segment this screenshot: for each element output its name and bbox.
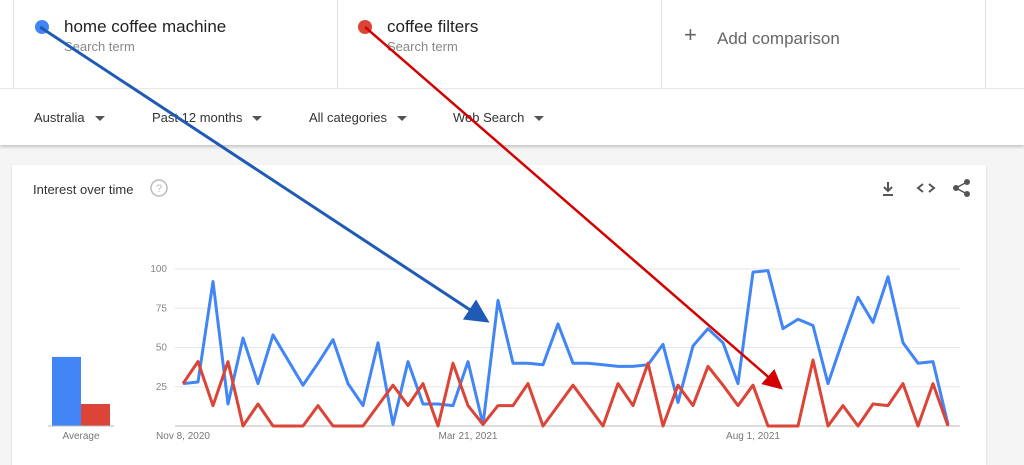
filter-bar: Australia Past 12 months All categories … [0,88,1024,145]
term-subtitle: Search term [387,39,458,54]
card-title: Interest over time [33,182,134,197]
term-box[interactable]: home coffee machine Search term [13,0,337,88]
add-comparison[interactable]: Add comparison [717,29,840,48]
series-line [182,269,950,426]
y-tick-label: 25 [156,382,168,393]
average-bar [52,356,81,426]
annotation-arrow [39,25,490,323]
term-name: coffee filters [387,17,479,36]
y-tick-label: 100 [150,264,167,275]
share-icon[interactable] [953,179,970,197]
x-tick-label: Nov 8, 2020 [156,431,210,442]
chart-card: Interest over time ? [12,165,986,465]
help-icon[interactable] [150,179,168,197]
y-tick-label: 50 [156,343,168,354]
download-icon[interactable] [883,182,893,196]
x-tick-label: Aug 1, 2021 [726,431,780,442]
x-tick-label: Mar 21, 2021 [439,431,498,442]
annotation-arrow [364,26,783,390]
embed-icon[interactable] [916,183,936,193]
series-line [181,358,950,428]
help-glyph: ? [156,183,162,195]
plus-icon: + [684,22,697,47]
filter[interactable]: Australia [34,110,105,125]
filter[interactable]: Web Search [453,110,544,125]
term-name: home coffee machine [64,17,227,36]
filter[interactable]: All categories [309,110,407,125]
average-label: Average [62,431,100,442]
y-tick-label: 75 [156,303,168,314]
average-bar [81,404,110,426]
add-box[interactable]: + Add comparison [661,0,986,88]
term-subtitle: Search term [64,39,135,54]
comparison-bar: home coffee machine Search term coffee f… [0,0,1024,88]
card-icons: ? [150,179,970,197]
